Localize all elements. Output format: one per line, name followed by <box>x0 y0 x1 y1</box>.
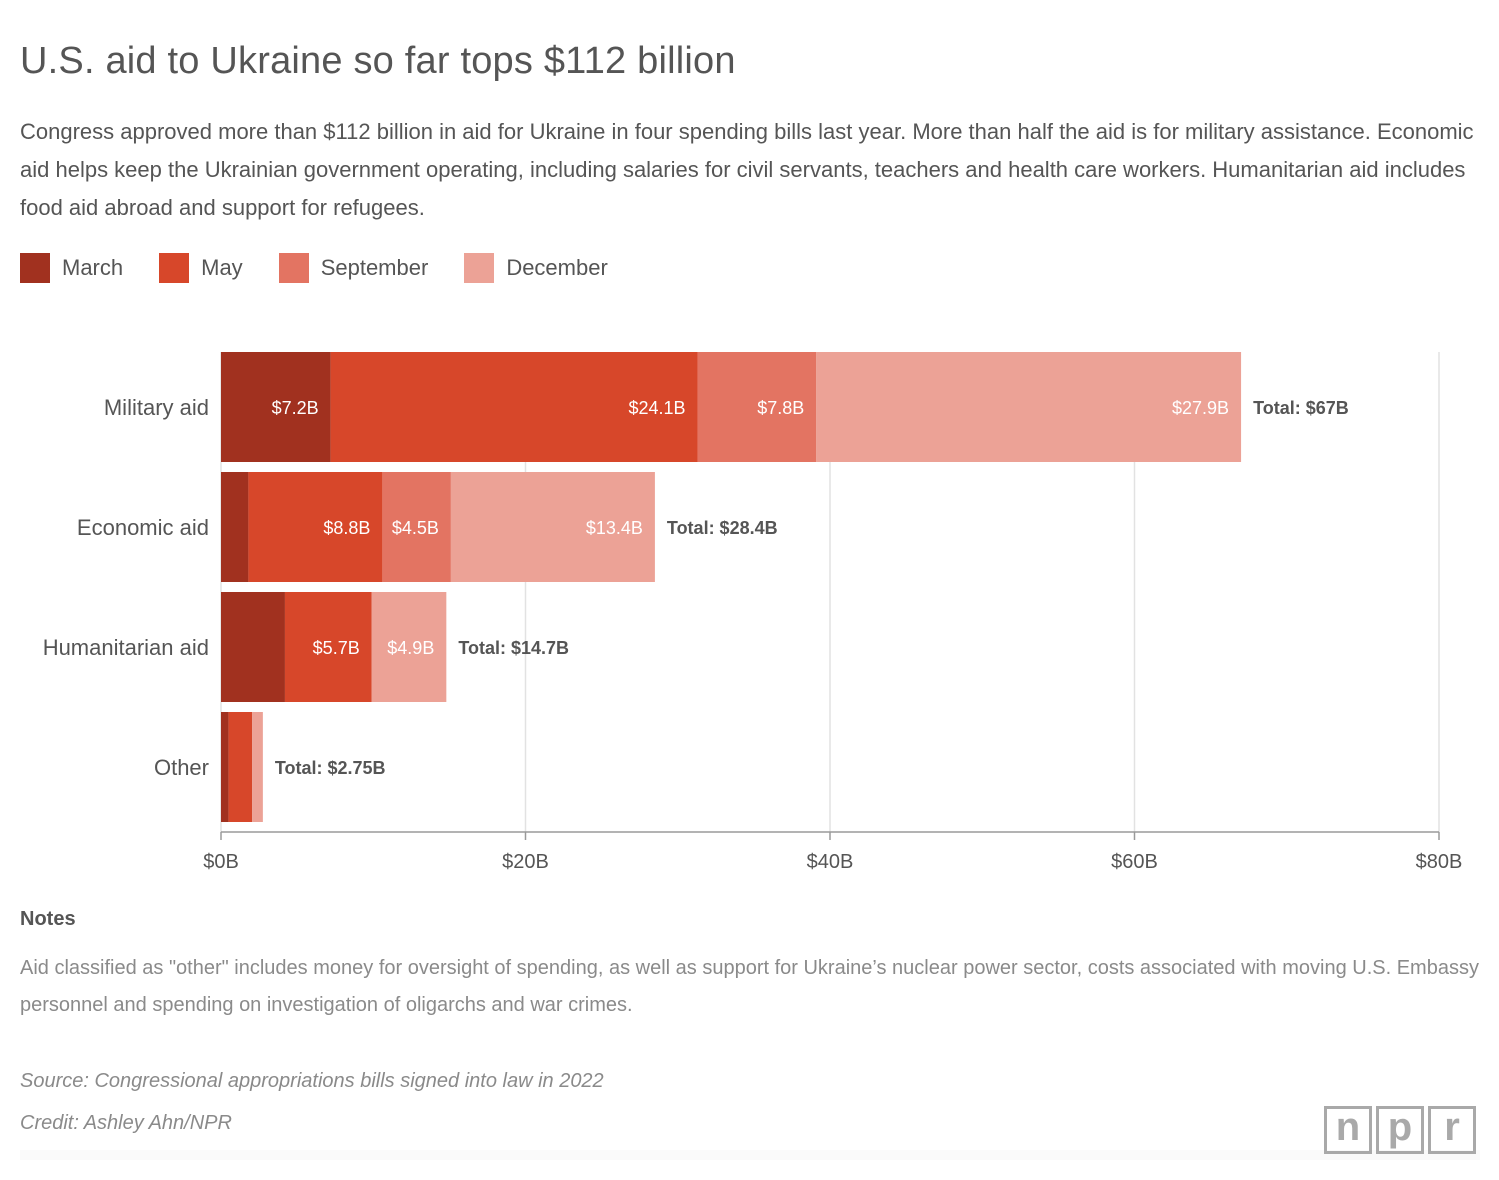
bar-total-label: Total: $2.75B <box>275 758 386 778</box>
legend-swatch-may <box>159 253 190 283</box>
bar-segment <box>450 472 655 582</box>
npr-logo: n p r <box>1324 1106 1480 1154</box>
bar-value-label: $13.4B <box>586 518 643 538</box>
legend-label-december: December <box>506 255 608 280</box>
bar-segment <box>221 472 249 582</box>
bar-total-label: Total: $28.4B <box>667 518 778 538</box>
bar-segment <box>330 352 698 462</box>
bar-value-label: $27.9B <box>1172 398 1229 418</box>
npr-logo-p: p <box>1376 1106 1424 1154</box>
x-tick-label: $60B <box>1111 851 1158 873</box>
legend-swatch-december <box>464 253 495 283</box>
category-label: Other <box>154 755 209 780</box>
bar-value-label: $4.5B <box>392 518 439 538</box>
legend-item-december: December <box>464 253 608 283</box>
bar-value-label: $7.2B <box>272 398 319 418</box>
legend-item-may: May <box>159 253 243 283</box>
bar-segment <box>228 712 253 822</box>
notes-heading: Notes <box>20 908 76 930</box>
bar-value-label: $4.9B <box>387 638 434 658</box>
bar-segment <box>284 592 372 702</box>
npr-logo-n: n <box>1324 1106 1372 1154</box>
category-label: Humanitarian aid <box>43 635 209 660</box>
bar-segment <box>221 712 229 822</box>
legend-item-march: March <box>20 253 123 283</box>
x-tick-label: $20B <box>502 851 549 873</box>
bar-segment <box>248 472 383 582</box>
bar-segment <box>816 352 1242 462</box>
legend-label-may: May <box>201 255 243 280</box>
bar-value-label: $7.8B <box>757 398 804 418</box>
legend-item-september: September <box>278 253 429 283</box>
bar-total-label: Total: $67B <box>1253 398 1349 418</box>
npr-logo-r: r <box>1428 1106 1476 1154</box>
chart-title: U.S. aid to Ukraine so far tops $112 bil… <box>20 40 736 82</box>
source-text: Source: Congressional appropriations bil… <box>20 1070 604 1092</box>
bar-value-label: $8.8B <box>323 518 370 538</box>
bar-segment <box>221 352 331 462</box>
x-tick-label: $0B <box>203 851 239 873</box>
x-tick-label: $40B <box>807 851 854 873</box>
category-label: Economic aid <box>77 515 209 540</box>
bar-segment <box>382 472 451 582</box>
x-tick-label: $80B <box>1416 851 1463 873</box>
legend-label-march: March <box>62 255 124 280</box>
legend-swatch-march <box>20 253 50 283</box>
bar-segment <box>697 352 817 462</box>
chart-subtitle: Congress approved more than $112 billion… <box>20 119 1474 220</box>
bar-segment <box>371 592 447 702</box>
bar-segment <box>221 592 285 702</box>
bar-value-label: $24.1B <box>628 398 685 418</box>
bar-total-label: Total: $14.7B <box>458 638 569 658</box>
legend-label-september: September <box>320 255 429 280</box>
category-label: Military aid <box>104 395 209 420</box>
bar-segment <box>252 712 263 822</box>
legend-swatch-september <box>278 253 309 283</box>
stacked-bar-chart: $0B $20B $40B $60B $80B Military aid $7.2B $24.… <box>43 352 1463 873</box>
credit-text: Credit: Ashley Ahn/NPR <box>20 1112 232 1134</box>
notes-text: Aid classified as "other" includes money… <box>20 957 1479 1016</box>
bar-value-label: $5.7B <box>313 638 360 658</box>
footer-band <box>20 1150 1480 1160</box>
legend: March May September December <box>20 252 644 284</box>
